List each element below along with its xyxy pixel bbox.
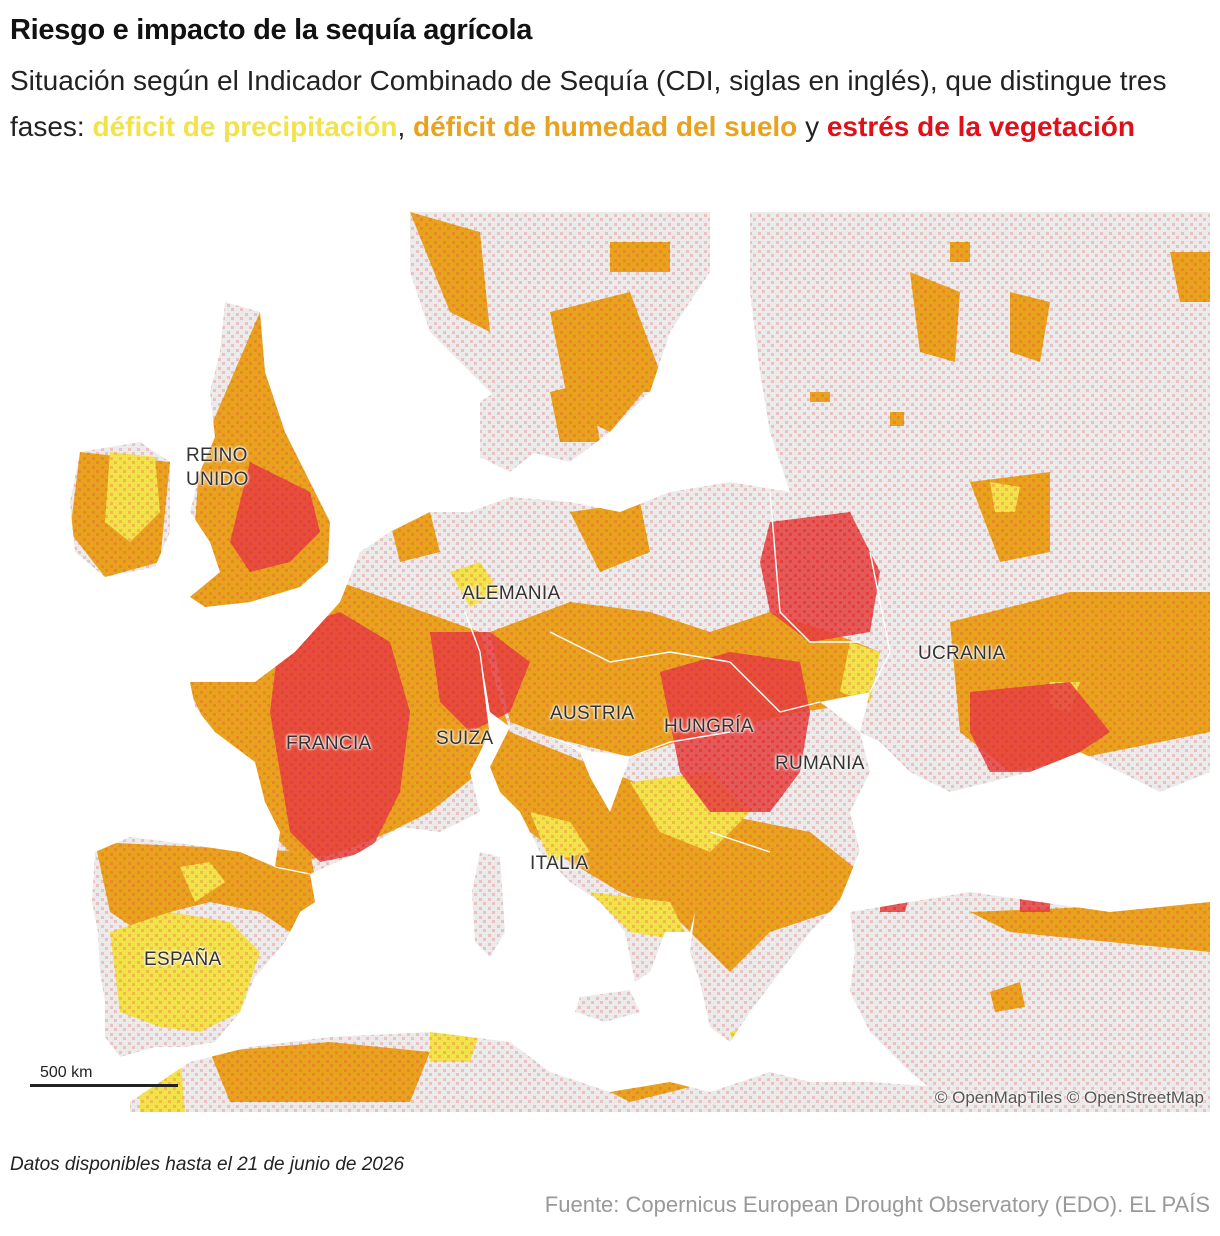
drought-map[interactable]: REINO UNIDO ALEMANIA UCRANIA AUSTRIA HUN… <box>10 212 1210 1112</box>
label-switzerland: SUIZA <box>436 728 494 749</box>
chart-title: Riesgo e impacto de la sequía agrícola <box>10 14 533 46</box>
label-hungary: HUNGRÍA <box>664 716 754 737</box>
map-attribution[interactable]: © OpenMapTiles © OpenStreetMap <box>934 1088 1204 1107</box>
legend-precipitation-deficit: déficit de precipitación <box>92 111 398 142</box>
country-borders <box>274 491 891 903</box>
subtitle-separator-1: , <box>397 111 413 142</box>
subtitle-intro: Situación según el Indicador Combinado d… <box>10 65 1167 142</box>
label-italy: ITALIA <box>530 853 589 874</box>
label-germany: ALEMANIA <box>462 583 561 604</box>
chart-subtitle: Situación según el Indicador Combinado d… <box>10 58 1210 150</box>
legend-soil-moisture-deficit: déficit de humedad del suelo <box>413 111 798 142</box>
data-date-note: Datos disponibles hasta el 21 de junio d… <box>10 1154 405 1175</box>
label-austria: AUSTRIA <box>550 703 635 724</box>
scale-bar: 500 km <box>30 1064 180 1087</box>
label-romania: RUMANIA <box>775 753 865 774</box>
source-credit: Fuente: Copernicus European Drought Obse… <box>544 1192 1210 1217</box>
subtitle-separator-2: y <box>797 111 827 142</box>
label-uk: REINO UNIDO <box>186 444 256 492</box>
scale-line <box>30 1084 178 1087</box>
label-uk-text: REINO UNIDO <box>186 445 249 490</box>
label-spain: ESPAÑA <box>144 949 222 970</box>
legend-vegetation-stress: estrés de la vegetación <box>826 111 1136 142</box>
label-ukraine: UCRANIA <box>918 643 1006 664</box>
label-france: FRANCIA <box>286 733 372 754</box>
scale-label: 500 km <box>40 1064 93 1081</box>
map-canvas <box>10 212 1210 1112</box>
